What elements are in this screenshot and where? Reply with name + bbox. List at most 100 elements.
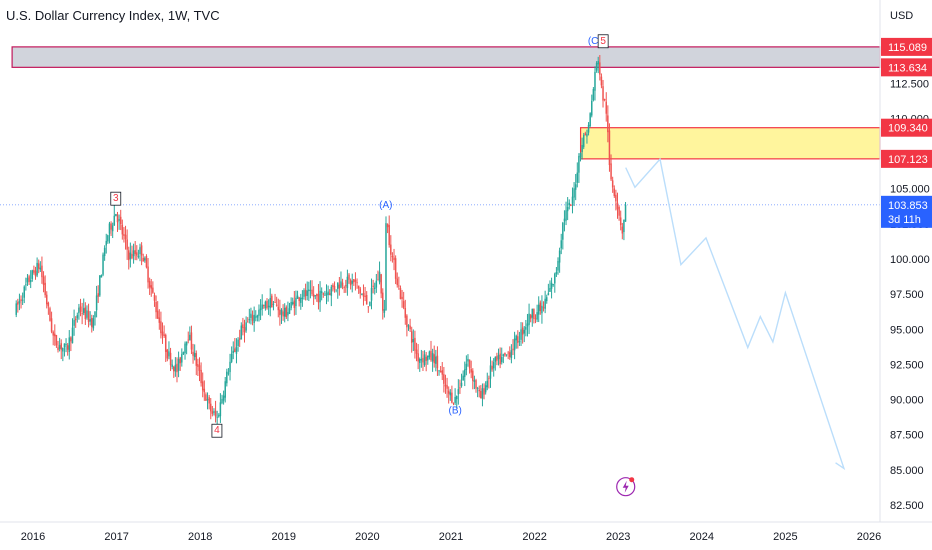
candle-body — [324, 294, 326, 296]
candle-body — [624, 204, 627, 222]
y-tick-label: 82.500 — [890, 500, 924, 512]
candle-body — [103, 247, 106, 257]
candle-body — [73, 320, 75, 326]
candle-body — [427, 355, 429, 361]
candle-body — [92, 318, 95, 329]
candle-body — [481, 388, 484, 399]
candle-body — [483, 388, 485, 395]
candle-body — [325, 292, 328, 296]
candle-body — [303, 290, 305, 297]
candle-body — [187, 339, 189, 341]
candle-body — [116, 214, 119, 223]
candle-body — [118, 219, 120, 221]
projection-path — [625, 157, 846, 471]
candle-body — [615, 194, 617, 202]
candle-body — [558, 250, 561, 263]
candle-body — [176, 363, 178, 373]
candle-body — [587, 124, 590, 133]
candle-body — [234, 348, 236, 352]
candle-body — [267, 305, 270, 307]
candle-body — [301, 297, 304, 299]
candle-body — [89, 319, 91, 322]
candle-body — [406, 315, 408, 328]
candle-body — [275, 304, 278, 306]
candle-body — [136, 252, 138, 256]
candle-body — [566, 207, 569, 212]
candle-body — [476, 388, 479, 389]
candle-body — [126, 239, 128, 250]
candle-body — [447, 390, 450, 394]
candle-body — [317, 294, 320, 303]
candle-body — [156, 310, 159, 319]
wave-label: (C) — [588, 36, 602, 47]
candle-body — [21, 299, 24, 301]
lightning-icon — [622, 480, 629, 493]
candle-body — [378, 271, 381, 283]
wave-label: 3 — [110, 191, 122, 206]
candle-body — [108, 223, 111, 234]
candle-body — [571, 196, 574, 204]
candle-body — [283, 307, 286, 317]
candle-body — [18, 300, 21, 304]
candle-body — [407, 325, 410, 327]
candle-body — [266, 300, 268, 309]
candle-body — [509, 352, 511, 358]
candle-body — [155, 301, 157, 313]
wave-label-text: (B) — [449, 406, 462, 417]
candle-body — [412, 339, 415, 343]
candle-body — [541, 305, 543, 314]
candle-body — [63, 343, 66, 347]
candle-body — [177, 359, 180, 371]
candle-body — [193, 352, 196, 358]
candle-body — [25, 284, 27, 286]
candle-body — [79, 306, 82, 312]
wave-label-text: 4 — [214, 425, 220, 436]
x-tick-label: 2018 — [188, 531, 212, 543]
candle-body — [473, 380, 476, 383]
candle-body — [70, 337, 72, 342]
candle-body — [229, 361, 231, 373]
candle-body — [253, 314, 255, 323]
candle-body — [547, 293, 550, 296]
candle-body — [546, 297, 548, 302]
candle-body — [468, 359, 471, 369]
candle-body — [148, 281, 151, 288]
candle-body — [264, 301, 267, 309]
candle-body — [422, 357, 424, 363]
candle-body — [484, 385, 487, 393]
candle-body — [528, 313, 530, 325]
candle-body — [554, 273, 556, 284]
candle-body — [467, 358, 469, 362]
candle-body — [113, 215, 116, 226]
x-tick-label: 2021 — [439, 531, 463, 543]
price-badge-text: 107.123 — [888, 154, 928, 166]
candle-body — [164, 334, 167, 352]
candle-body — [435, 356, 437, 364]
candle-body — [480, 390, 482, 399]
candle-body — [300, 297, 302, 303]
candle-body — [552, 284, 554, 285]
candle-body — [616, 202, 619, 210]
wave-label-box — [110, 191, 122, 206]
candle-body — [206, 399, 209, 401]
candle-body — [520, 329, 522, 340]
candle-body — [600, 76, 603, 86]
candle-body — [20, 299, 22, 302]
candle-body — [393, 257, 395, 261]
candle-body — [414, 337, 416, 351]
candles — [15, 55, 627, 425]
candle-body — [251, 315, 254, 321]
candle-body — [76, 315, 79, 319]
candle-body — [531, 308, 534, 318]
candle-body — [218, 415, 220, 417]
candle-body — [380, 274, 382, 294]
candle-body — [153, 294, 156, 301]
candle-body — [370, 287, 373, 301]
candle-body — [169, 352, 172, 366]
candle-body — [330, 286, 333, 296]
upper-resistance-zone — [11, 46, 881, 68]
level-badge-113: 113.634 — [881, 58, 932, 77]
candle-body — [582, 135, 585, 148]
candle-body — [619, 217, 622, 226]
